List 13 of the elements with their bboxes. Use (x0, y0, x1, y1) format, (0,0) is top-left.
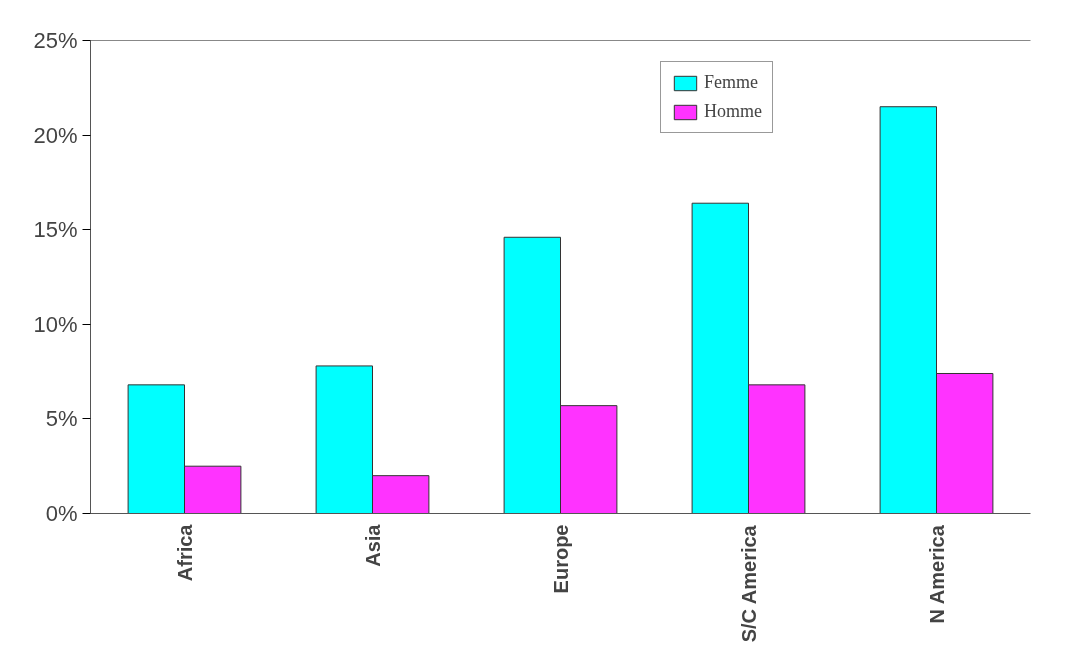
y-tick-label: 20% (33, 122, 78, 148)
y-tick-label: 0% (45, 501, 78, 526)
x-tick-label: S/C America (737, 524, 760, 643)
x-tick-label: Asia (361, 523, 384, 567)
x-tick-label: Europe (549, 524, 572, 594)
y-tick-label: 5% (45, 406, 78, 432)
y-tick-label: 10% (33, 311, 78, 337)
y-tick-label: 25% (33, 28, 78, 53)
y-tick-label: 15% (33, 217, 78, 243)
x-tick-label: N America (925, 524, 948, 624)
x-tick-label: Africa (173, 523, 196, 582)
legend-label: Femme (704, 72, 758, 93)
legend-label: Homme (704, 101, 762, 122)
